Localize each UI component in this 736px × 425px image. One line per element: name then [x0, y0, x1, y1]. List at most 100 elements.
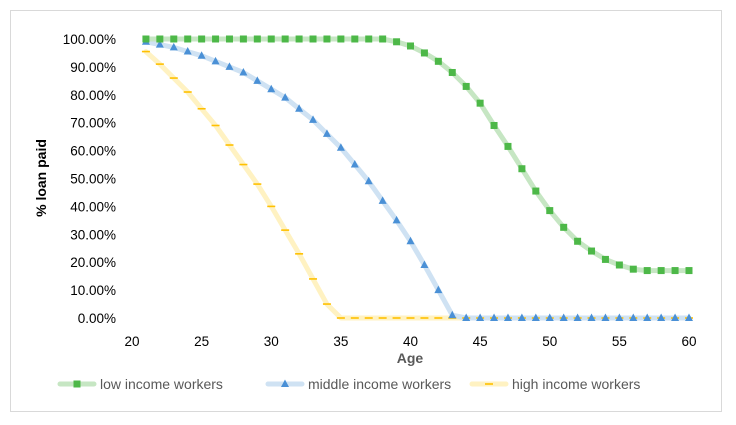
y-tick-label: 60.00%	[70, 144, 116, 159]
data-point	[351, 35, 359, 43]
legend-marker	[73, 380, 81, 388]
data-point	[322, 129, 331, 137]
data-point	[309, 35, 317, 43]
data-point	[629, 265, 637, 273]
data-point	[350, 160, 359, 168]
data-point	[183, 47, 192, 55]
y-tick-label: 20.00%	[70, 255, 116, 270]
data-point	[184, 35, 192, 43]
data-point	[309, 115, 318, 123]
series-line-1	[143, 39, 692, 321]
legend-marker	[281, 379, 289, 387]
data-point	[560, 223, 568, 231]
legend-label: high income workers	[512, 376, 640, 392]
data-point	[490, 313, 499, 321]
y-tick-label: 50.00%	[70, 172, 116, 187]
data-point	[685, 267, 693, 275]
data-point	[518, 165, 526, 173]
data-point	[142, 35, 150, 43]
data-point	[225, 62, 234, 70]
x-tick-labels: 20 25 30 35 40 45 50 55 60	[124, 334, 696, 349]
data-point	[295, 104, 304, 112]
data-point	[406, 236, 415, 245]
data-point	[392, 215, 401, 224]
data-point	[434, 57, 442, 65]
series-markers-2	[141, 50, 693, 319]
x-tick-label: 30	[264, 334, 279, 349]
data-point	[573, 313, 582, 321]
series-markers-0	[142, 35, 693, 275]
data-point	[685, 313, 693, 321]
data-point	[546, 207, 554, 215]
data-point	[365, 35, 373, 43]
data-point	[643, 267, 651, 275]
data-point	[407, 42, 414, 50]
data-point	[198, 35, 206, 43]
data-point	[295, 35, 303, 43]
y-tick-label: 10.00%	[70, 283, 116, 298]
data-point	[434, 285, 443, 294]
data-point	[211, 56, 220, 65]
y-tick-label: 30.00%	[70, 227, 116, 242]
data-point	[462, 82, 470, 90]
series-line-0	[143, 36, 692, 274]
data-point	[574, 237, 582, 245]
y-tick-label: 0.00%	[78, 311, 116, 326]
data-point	[532, 187, 540, 195]
data-point	[448, 310, 457, 319]
data-point	[448, 68, 456, 76]
x-tick-label: 50	[542, 334, 557, 349]
series-line-2	[143, 49, 692, 321]
x-axis-title: Age	[397, 350, 424, 366]
y-tick-label: 40.00%	[70, 199, 116, 214]
data-point	[545, 313, 554, 321]
data-point	[239, 35, 247, 43]
x-tick-label: 45	[473, 334, 488, 349]
data-point	[364, 176, 373, 185]
data-point	[378, 196, 387, 204]
data-point	[615, 313, 624, 321]
data-point	[671, 267, 679, 275]
data-point	[657, 313, 666, 321]
data-point	[490, 121, 498, 129]
legend-label: low income workers	[100, 376, 223, 392]
chart-frame	[10, 10, 722, 412]
data-point	[169, 42, 178, 51]
x-tick-label: 55	[612, 334, 627, 349]
y-tick-label: 80.00%	[70, 88, 116, 103]
data-point	[253, 35, 261, 43]
x-tick-label: 25	[194, 334, 209, 349]
data-point	[601, 255, 609, 263]
legend-label: middle income workers	[308, 376, 451, 392]
data-point	[336, 143, 345, 151]
data-point	[601, 313, 610, 321]
data-point	[267, 84, 276, 93]
data-point	[420, 49, 428, 57]
series-lines	[143, 36, 692, 321]
y-tick-labels: 0.00% 10.00% 20.00% 30.00% 40.00% 50.00% 60.00…	[63, 32, 116, 326]
data-point	[155, 40, 164, 48]
y-axis-title: % loan paid	[33, 139, 49, 217]
data-point	[170, 35, 178, 43]
data-point	[212, 35, 220, 43]
data-point	[629, 313, 638, 321]
data-point	[476, 313, 485, 321]
data-point	[253, 76, 262, 84]
data-point	[615, 261, 623, 269]
data-point	[239, 67, 248, 76]
data-point	[657, 267, 665, 275]
data-point	[337, 35, 345, 43]
legend: low income workers middle income workers h…	[57, 376, 640, 392]
data-point	[588, 247, 596, 255]
data-point	[643, 313, 652, 321]
data-point	[267, 35, 275, 43]
data-point	[503, 313, 512, 321]
data-point	[504, 142, 512, 150]
data-point	[517, 313, 526, 321]
data-point	[587, 313, 596, 321]
data-point	[393, 38, 401, 46]
data-point	[281, 93, 290, 101]
x-tick-label: 40	[403, 334, 418, 349]
data-point	[671, 313, 680, 321]
